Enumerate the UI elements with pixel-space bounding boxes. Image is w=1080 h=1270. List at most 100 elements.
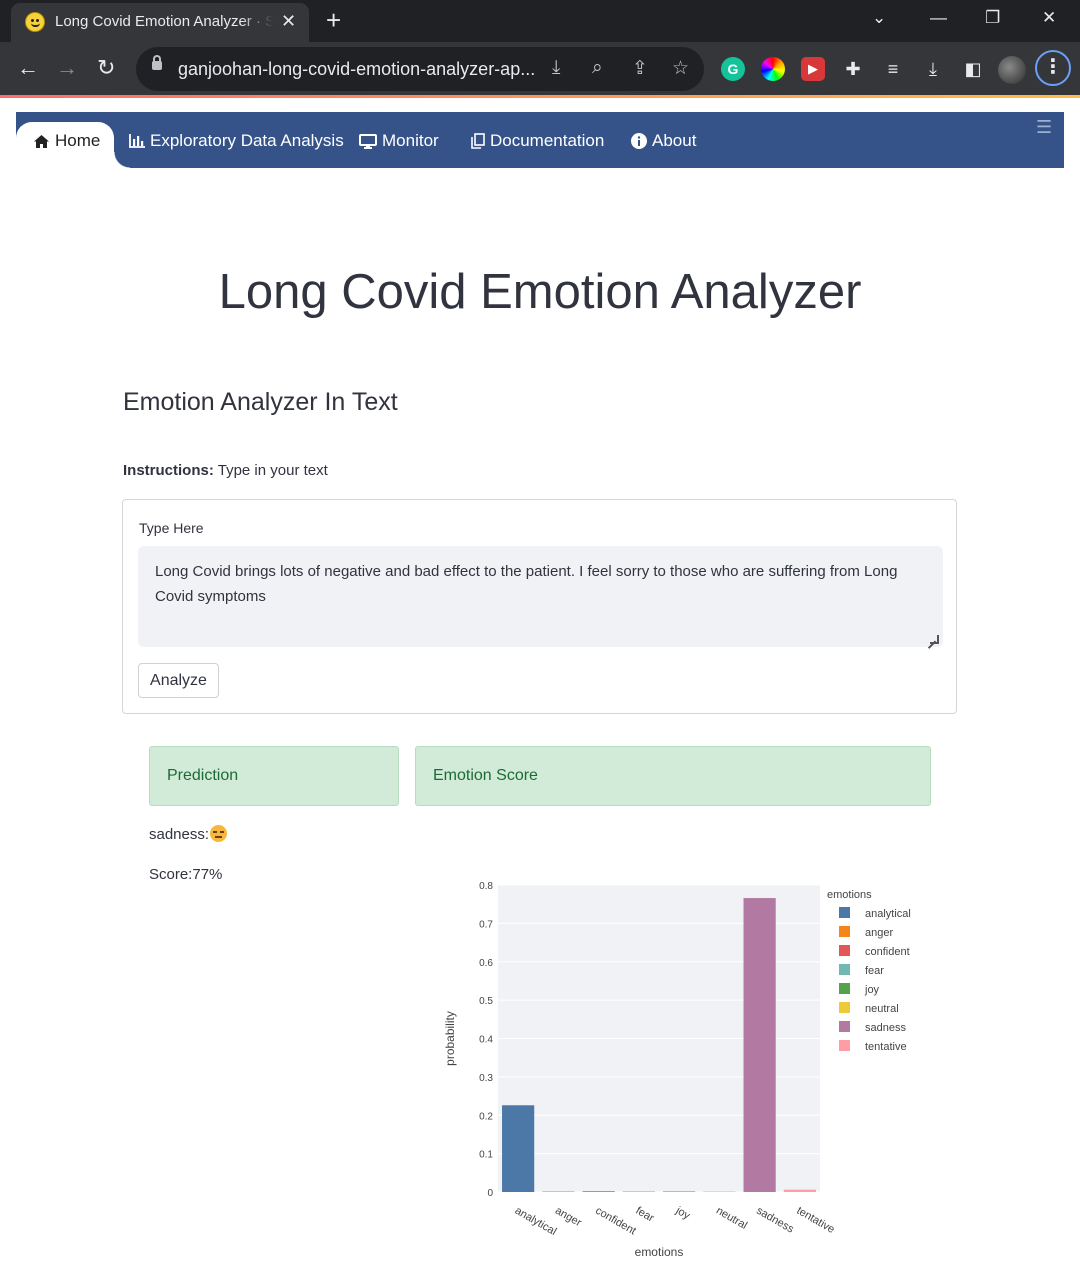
y-tick-label: 0.7	[479, 919, 493, 930]
hamburger-menu-icon[interactable]: ☰	[1036, 117, 1053, 137]
install-app-icon[interactable]: ⤓	[552, 57, 561, 78]
extensions-puzzle-icon[interactable]: ✚	[845, 58, 861, 79]
y-tick-label: 0.1	[479, 1150, 493, 1161]
monitor-icon	[359, 133, 377, 149]
browser-tab[interactable]: Long Covid Emotion Analyzer · Streamlit …	[11, 3, 309, 42]
video-extension-icon[interactable]: ▶	[801, 57, 825, 81]
legend-swatch-neutral	[839, 1002, 850, 1013]
y-tick-label: 0.8	[479, 881, 493, 892]
nav-item-label: Exploratory Data Analysis	[150, 131, 344, 150]
nav-item-monitor[interactable]: Monitor	[359, 131, 439, 151]
y-tick-label: 0.6	[479, 958, 493, 969]
nav-item-home[interactable]: Home	[33, 131, 100, 151]
browser-toolbar: ← → ↻ ganjoohan-long-covid-emotion-analy…	[0, 42, 1080, 96]
tab-title: Long Covid Emotion Analyzer · Streamlit	[55, 13, 273, 30]
section-title: Emotion Analyzer In Text	[123, 388, 398, 416]
nav-item-label: Home	[55, 131, 101, 150]
legend-swatch-tentative	[839, 1040, 850, 1051]
y-tick-label: 0.5	[479, 996, 493, 1007]
analyze-form: Type Here Long Covid brings lots of nega…	[122, 499, 957, 714]
y-tick-label: 0.4	[479, 1035, 493, 1046]
legend-entry: joy	[864, 984, 880, 996]
color-picker-icon[interactable]	[761, 57, 785, 81]
app-navbar: Home Exploratory Data Analysis Monitor D…	[16, 112, 1064, 168]
x-tick-label: neutral	[714, 1205, 749, 1232]
grammarly-icon[interactable]: G	[721, 57, 745, 81]
media-queue-icon[interactable]: ≡	[887, 58, 899, 79]
tab-close-icon[interactable]: ✕	[281, 11, 297, 31]
nav-item-label: Monitor	[382, 131, 439, 150]
legend-entry: fear	[865, 965, 884, 977]
text-area-label: Type Here	[139, 520, 204, 536]
emotion-score-chart[interactable]: 00.10.20.30.40.50.60.70.8analyticalanger…	[430, 870, 950, 1265]
emotion-score-header: Emotion Score	[415, 746, 931, 806]
download-icon[interactable]: ⤓	[929, 58, 937, 79]
y-tick-label: 0	[487, 1188, 493, 1199]
score-result: Score:77%	[149, 866, 223, 883]
lock-icon	[152, 55, 162, 70]
x-tick-label: joy	[673, 1204, 692, 1222]
bar-neutral	[703, 1191, 736, 1192]
legend-entry: neutral	[865, 1003, 899, 1015]
bar-sadness	[743, 898, 776, 1192]
legend-entry: anger	[865, 927, 893, 939]
legend-entry: analytical	[865, 908, 911, 920]
home-icon	[34, 134, 49, 148]
nav-item-about[interactable]: About	[631, 131, 696, 151]
window-close-icon[interactable]: ✕	[1042, 8, 1057, 27]
legend-entry: sadness	[865, 1022, 906, 1034]
documents-icon	[471, 133, 485, 149]
active-tab-curve	[114, 152, 130, 168]
bar-analytical	[502, 1105, 535, 1192]
y-tick-label: 0.3	[479, 1073, 493, 1084]
smiley-favicon-icon	[25, 12, 45, 32]
legend-entry: tentative	[865, 1041, 907, 1053]
forward-arrow-icon[interactable]: →	[56, 55, 78, 80]
legend-swatch-confident	[839, 945, 850, 956]
legend-swatch-joy	[839, 983, 850, 994]
x-tick-label: tentative	[794, 1205, 836, 1236]
info-icon	[631, 133, 647, 149]
bookmark-star-icon[interactable]: ☆	[672, 58, 690, 79]
nav-item-documentation[interactable]: Documentation	[471, 131, 604, 151]
analyze-button[interactable]: Analyze	[138, 663, 219, 698]
legend-swatch-fear	[839, 964, 850, 975]
legend-swatch-analytical	[839, 907, 850, 918]
x-tick-label: fear	[633, 1205, 656, 1225]
nav-item-label: Documentation	[490, 131, 605, 150]
reload-icon[interactable]: ↻	[97, 55, 116, 80]
url-text[interactable]: ganjoohan-long-covid-emotion-analyzer-ap…	[178, 59, 536, 79]
side-panel-icon[interactable]: ◧	[964, 58, 982, 79]
new-tab-icon[interactable]: +	[326, 5, 342, 35]
nav-item-label: About	[652, 131, 697, 150]
browser-menu-icon[interactable]: ⋮	[1035, 50, 1071, 86]
x-tick-label: sadness	[754, 1205, 796, 1236]
text-input-value[interactable]: Long Covid brings lots of negative and b…	[155, 563, 898, 605]
instructions-text: Type in your text	[213, 462, 328, 479]
legend-title: emotions	[827, 889, 872, 901]
restore-icon[interactable]: ❐	[985, 8, 1001, 27]
bar-fear	[622, 1191, 655, 1192]
legend-swatch-anger	[839, 926, 850, 937]
nav-item-exploratory-data-analysis[interactable]: Exploratory Data Analysis	[129, 131, 344, 151]
legend-entry: confident	[865, 946, 910, 958]
x-tick-label: anger	[553, 1205, 584, 1230]
text-input-area[interactable]: Long Covid brings lots of negative and b…	[138, 546, 943, 647]
address-bar[interactable]: ganjoohan-long-covid-emotion-analyzer-ap…	[136, 47, 704, 91]
tab-search-icon[interactable]: ⌄	[872, 8, 887, 27]
resize-handle-icon[interactable]	[930, 635, 939, 644]
y-tick-label: 0.2	[479, 1111, 493, 1122]
x-axis-label: emotions	[635, 1245, 684, 1259]
minimize-icon[interactable]: —	[930, 8, 947, 27]
prediction-header: Prediction	[149, 746, 399, 806]
page-title: Long Covid Emotion Analyzer	[218, 265, 862, 319]
profile-avatar[interactable]	[998, 56, 1026, 84]
instructions: Instructions: Type in your text	[123, 462, 328, 479]
x-tick-label: confident	[593, 1205, 638, 1238]
share-icon[interactable]: ⇪	[632, 58, 648, 79]
legend-swatch-sadness	[839, 1021, 850, 1032]
bar-confident	[582, 1191, 615, 1192]
x-tick-label: analytical	[513, 1205, 559, 1238]
back-arrow-icon[interactable]: ←	[17, 55, 39, 80]
zoom-icon[interactable]: ⌕	[592, 57, 603, 78]
